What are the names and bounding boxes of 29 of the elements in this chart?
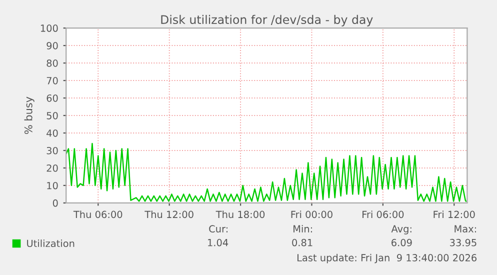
- y-tick-label: 50: [46, 112, 58, 120]
- text: 6.09: [392, 238, 412, 246]
- y-tick-label: 10: [47, 182, 58, 190]
- y-tick-label: 80: [46, 60, 58, 67]
- y-tick-label: 40: [46, 129, 58, 137]
- text: Avg:: [391, 225, 412, 234]
- y-tick-label: 20: [46, 164, 58, 172]
- text: 33.95: [450, 238, 476, 246]
- y-tick-label: 0: [52, 199, 58, 207]
- text: Cur:: [209, 225, 228, 233]
- y-tick-label: 100: [40, 24, 58, 32]
- x-tick-label: Thu 06:00: [73, 210, 122, 218]
- text: Min:: [294, 224, 312, 232]
- text: Last update: Fri Jan 9 13:40:00 2026: [297, 254, 477, 264]
- text: 1.04: [208, 238, 228, 246]
- y-tick-label: 60: [46, 94, 58, 102]
- text: 0.81: [292, 238, 312, 246]
- x-tick-label: Fri 00:00: [291, 210, 332, 218]
- x-tick-label: Thu 12:00: [144, 210, 194, 218]
- legend-label: Utilization: [27, 240, 74, 248]
- y-axis-title: % busy: [24, 96, 34, 134]
- y-tick-label: 70: [46, 77, 58, 84]
- x-tick-label: Thu 18:00: [216, 210, 265, 218]
- y-tick-label: 90: [46, 42, 58, 50]
- text: Max:: [454, 225, 476, 233]
- x-tick-label: Fri 06:00: [362, 210, 404, 218]
- x-tick-label: Fri 12:00: [434, 210, 475, 218]
- y-tick-label: 30: [46, 146, 58, 154]
- chart-title: Disk utilization for /dev/sda - by day: [161, 14, 373, 26]
